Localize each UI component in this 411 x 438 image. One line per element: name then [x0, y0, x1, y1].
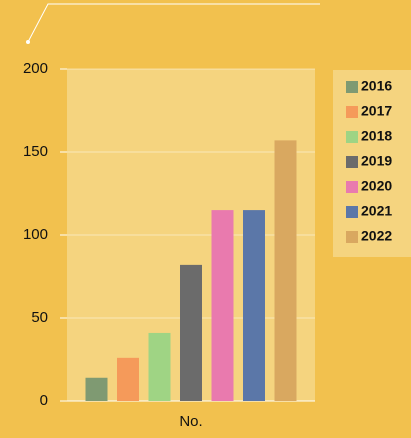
bar	[211, 210, 234, 401]
legend-swatch	[346, 181, 358, 193]
bar	[148, 332, 171, 401]
legend-label: 2018	[361, 128, 392, 144]
legend-swatch	[346, 231, 358, 243]
y-tick-label: 200	[23, 60, 48, 77]
legend-swatch	[346, 81, 358, 93]
legend-swatch	[346, 156, 358, 168]
decoration-line	[27, 3, 320, 43]
legend-swatch	[346, 131, 358, 143]
bar	[180, 264, 202, 401]
bar	[243, 210, 265, 401]
legend-label: 2017	[361, 103, 392, 119]
bar	[274, 140, 297, 401]
legend-label: 2020	[361, 178, 392, 194]
decoration-dot	[26, 40, 30, 44]
bar	[117, 357, 139, 401]
y-tick-label: 150	[23, 143, 48, 160]
legend-swatch	[346, 106, 358, 118]
legend-swatch	[346, 206, 358, 218]
y-tick-label: 0	[40, 392, 48, 409]
legend-label: 2019	[361, 153, 392, 169]
bar	[85, 377, 108, 401]
y-tick-label: 50	[31, 309, 48, 326]
legend-label: 2022	[361, 228, 392, 244]
y-tick-label: 100	[23, 226, 48, 243]
x-tick-label: No.	[179, 413, 202, 430]
legend-label: 2021	[361, 203, 392, 219]
legend-label: 2016	[361, 78, 392, 94]
